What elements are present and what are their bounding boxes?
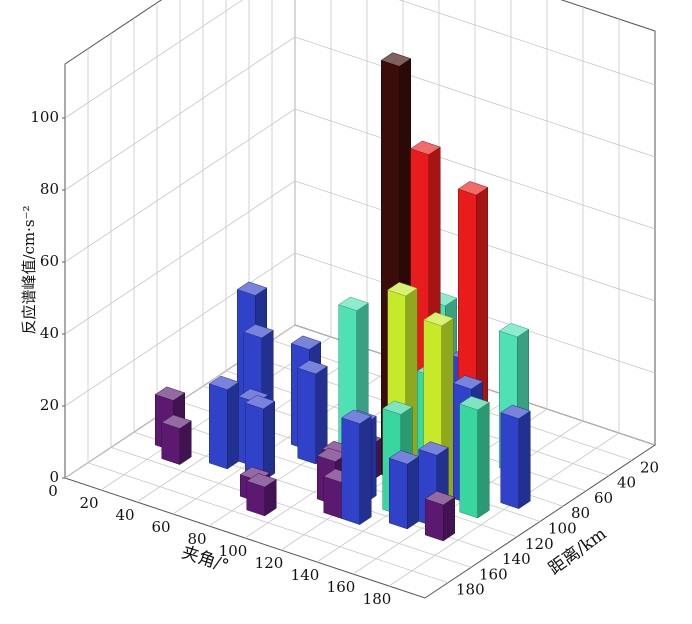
bar — [388, 450, 420, 530]
bar-top — [382, 400, 413, 415]
bar-face-right — [477, 401, 490, 519]
bar-top — [341, 409, 372, 425]
grid-line — [64, 36, 296, 191]
x-tick-label: 40 — [115, 506, 134, 524]
x-tick-label: 100 — [219, 542, 248, 560]
z-tick-label: 20 — [40, 396, 59, 414]
bar-top — [338, 296, 369, 311]
bar — [459, 396, 490, 519]
bar — [500, 404, 531, 510]
bar-top — [423, 312, 454, 327]
y-tick-label: 20 — [640, 458, 659, 476]
bar-top — [161, 414, 192, 429]
bar-top — [243, 324, 274, 339]
bar-face-left — [209, 383, 228, 470]
bar-top — [424, 490, 456, 506]
bar-top — [246, 473, 277, 488]
bar-top — [316, 447, 348, 463]
bar-top — [459, 396, 490, 411]
bar-face-right — [518, 410, 531, 510]
bar-top — [387, 282, 418, 297]
bar-face-left — [500, 412, 519, 510]
bar-face-right — [407, 456, 419, 530]
bar-top — [154, 386, 186, 401]
z-axis-title: 反应谱峰值/cm·s⁻² — [20, 205, 38, 334]
bar-top — [388, 450, 420, 465]
grid-line — [64, 252, 296, 407]
z-tick-label: 100 — [30, 108, 59, 126]
bar — [246, 473, 277, 517]
bar-face-left — [323, 476, 342, 519]
z-tick-label: 80 — [40, 180, 59, 198]
bar-top — [418, 441, 449, 456]
bar — [208, 375, 240, 470]
x-tick-label: 60 — [151, 518, 170, 536]
y-tick-label: 80 — [571, 504, 590, 522]
bar-face-right — [263, 400, 275, 482]
bar-face-right — [227, 381, 239, 470]
bar-face-left — [425, 498, 444, 542]
bar — [297, 360, 328, 465]
y-tick-label: 40 — [617, 474, 636, 492]
bar-face-left — [341, 417, 360, 525]
bar — [161, 414, 192, 466]
x-tick-label: 120 — [255, 554, 284, 572]
bar — [244, 394, 276, 482]
bar-face-left — [161, 422, 180, 465]
y-tick-label: 140 — [502, 550, 531, 568]
x-tick-label: 160 — [327, 578, 356, 596]
y-tick-label: 100 — [548, 520, 577, 538]
bar-top — [498, 322, 530, 338]
x-tick-label: 180 — [363, 590, 392, 608]
y-tick-label: 60 — [594, 489, 613, 507]
z-tick-label: 0 — [49, 468, 59, 486]
bar — [341, 409, 372, 526]
bar-top — [500, 404, 531, 419]
bar — [424, 490, 456, 542]
grid-line — [64, 108, 296, 263]
bar-top — [452, 375, 484, 390]
grid-line — [294, 108, 656, 230]
bar-top — [244, 394, 276, 410]
z-tick-label: 60 — [40, 252, 59, 270]
bar-top — [236, 281, 268, 296]
y-tick-label: 120 — [525, 535, 554, 553]
grid-line — [398, 0, 656, 86]
z-tick-label: 40 — [40, 324, 59, 342]
grid-line — [64, 180, 296, 335]
x-tick-label: 140 — [291, 566, 320, 584]
bar-top — [290, 335, 322, 350]
bar-top — [380, 52, 412, 67]
bar-top — [208, 375, 240, 391]
y-tick-label: 180 — [456, 581, 485, 599]
y-tick-label: 160 — [479, 565, 508, 583]
x-tick-label: 80 — [187, 530, 206, 548]
bar-face-left — [389, 457, 408, 530]
x-tick-label: 0 — [48, 482, 58, 500]
bar-face-left — [297, 367, 316, 465]
bar-face-right — [359, 415, 372, 526]
grid-line — [64, 0, 244, 119]
x-tick-label: 20 — [79, 494, 98, 512]
grid-line — [294, 36, 656, 158]
bar-top — [410, 140, 441, 155]
bar-top — [297, 360, 328, 375]
bar-top — [457, 181, 489, 196]
grid-line — [87, 462, 449, 584]
bar-face-left — [459, 403, 478, 519]
grid-line — [110, 447, 472, 568]
